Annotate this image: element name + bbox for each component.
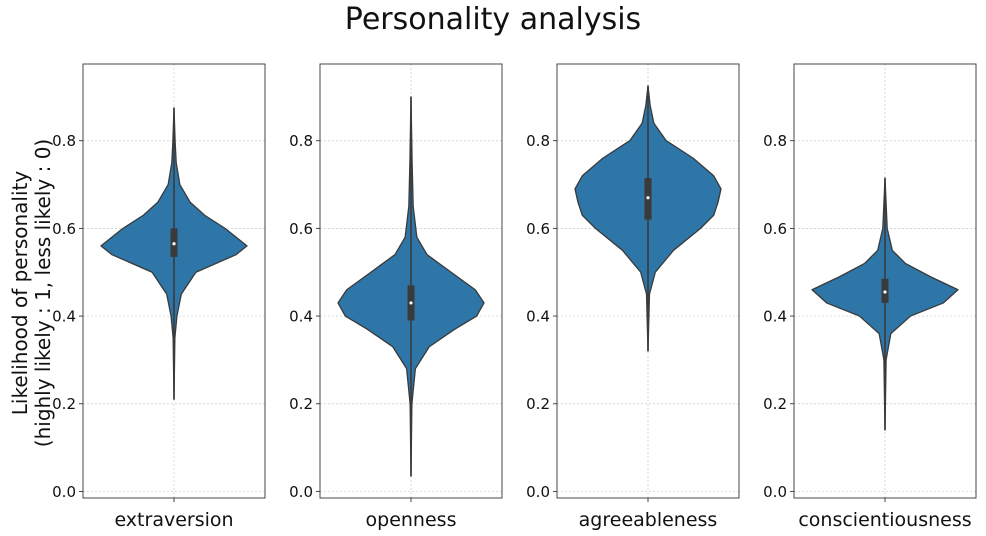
x-category-label: openness xyxy=(366,509,457,531)
y-axis-label-line2: (highly likely : 1, less likely : 0) xyxy=(31,139,55,447)
y-tick-label: 0.2 xyxy=(289,395,313,413)
y-tick-label: 0.6 xyxy=(52,220,76,238)
panel-agreeableness: 0.0 0.2 0.4 0.6 0.8 agreeableness xyxy=(526,63,740,531)
median-point xyxy=(172,242,176,246)
panel-extraversion: 0.0 0.2 0.4 0.6 0.8 extraversion xyxy=(52,63,266,531)
y-tick-label: 0.4 xyxy=(289,308,313,326)
y-tick-label: 0.8 xyxy=(289,132,313,150)
panel-conscientiousness: 0.0 0.2 0.4 0.6 0.8 conscientiousness xyxy=(763,63,977,531)
x-category-label: conscientiousness xyxy=(798,509,971,531)
y-tick-label: 0.0 xyxy=(763,483,787,501)
y-tick-label: 0.2 xyxy=(52,395,76,413)
y-tick-label: 0.8 xyxy=(526,132,550,150)
y-tick-label: 0.0 xyxy=(52,483,76,501)
y-tick-label: 0.0 xyxy=(526,483,550,501)
y-tick-label: 0.4 xyxy=(526,308,550,326)
y-axis-label-line1: Likelihood of personality xyxy=(8,171,32,416)
y-tick-label: 0.2 xyxy=(763,395,787,413)
y-tick-label: 0.6 xyxy=(763,220,787,238)
chart-title: Personality analysis xyxy=(344,2,642,37)
y-tick-label: 0.0 xyxy=(289,483,313,501)
y-tick-label: 0.8 xyxy=(52,132,76,150)
median-point xyxy=(409,301,413,305)
y-tick-label: 0.4 xyxy=(52,308,76,326)
y-axis-label: Likelihood of personality(highly likely … xyxy=(8,139,55,447)
y-tick-label: 0.4 xyxy=(763,308,787,326)
y-tick-label: 0.2 xyxy=(526,395,550,413)
median-point xyxy=(883,290,887,294)
x-category-label: agreeableness xyxy=(579,509,718,531)
y-tick-label: 0.6 xyxy=(289,220,313,238)
panel-openness: 0.0 0.2 0.4 0.6 0.8 openness xyxy=(289,63,503,531)
y-tick-label: 0.8 xyxy=(763,132,787,150)
x-category-label: extraversion xyxy=(114,509,233,531)
y-tick-label: 0.6 xyxy=(526,220,550,238)
median-point xyxy=(646,196,650,200)
